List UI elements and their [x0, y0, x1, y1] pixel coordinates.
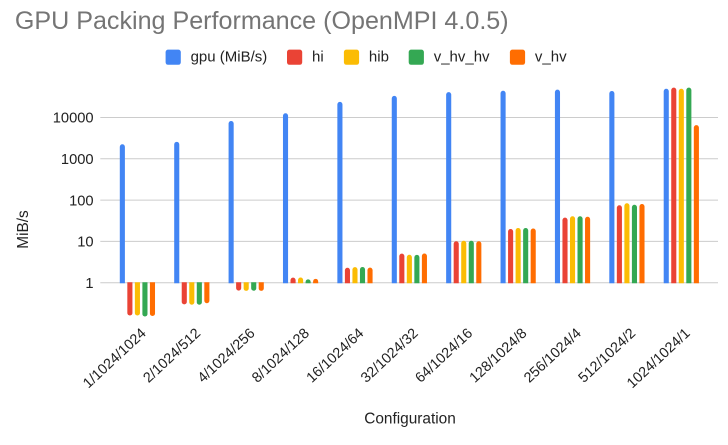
svg-text:MiB/s: MiB/s [15, 210, 32, 249]
svg-text:v_hv: v_hv [535, 48, 567, 65]
svg-text:1000: 1000 [61, 152, 94, 168]
svg-text:hi: hi [312, 48, 324, 65]
svg-text:10: 10 [77, 235, 93, 251]
svg-text:10000: 10000 [53, 111, 94, 127]
svg-text:gpu (MiB/s): gpu (MiB/s) [191, 48, 268, 65]
svg-text:GPU Packing Performance (OpenM: GPU Packing Performance (OpenMPI 4.0.5) [15, 7, 509, 35]
svg-text:hib: hib [369, 48, 389, 65]
svg-text:1: 1 [85, 276, 93, 292]
svg-text:100: 100 [69, 193, 94, 209]
svg-text:v_hv_hv: v_hv_hv [434, 48, 490, 65]
svg-text:Configuration: Configuration [364, 411, 456, 428]
